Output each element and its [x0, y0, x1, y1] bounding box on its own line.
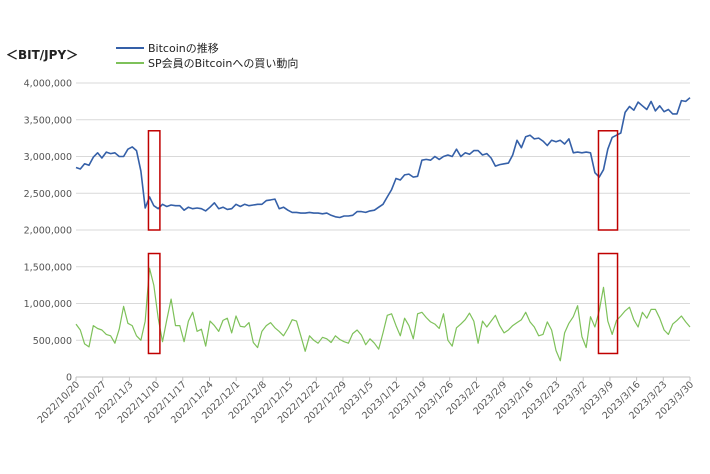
- highlight-box: [597, 130, 619, 231]
- legend-label-bitcoin: Bitcoinの推移: [148, 41, 219, 55]
- series-line-sp-member: [75, 267, 691, 362]
- highlight-box: [147, 130, 161, 231]
- legend-swatch-bitcoin: [116, 46, 144, 49]
- legend: Bitcoinの推移 SP会員のBitcoinへの買い動向: [116, 40, 298, 70]
- y-tick-label: 2,500,000: [24, 189, 72, 200]
- y-axis-ticks: 0 500,000 1,000,000 1,500,000 2,000,000 2,500…: [24, 79, 72, 384]
- unit-label: ＜BIT/JPY＞: [6, 48, 79, 62]
- y-tick-label: 1,500,000: [24, 262, 72, 273]
- series-lines: [75, 97, 691, 362]
- highlight-boxes: [147, 130, 619, 355]
- highlight-box: [597, 252, 619, 355]
- y-tick-label: 3,500,000: [24, 115, 72, 126]
- legend-label-sp-member: SP会員のBitcoinへの買い動向: [148, 56, 299, 70]
- y-tick-label: 1,000,000: [24, 299, 72, 310]
- y-tick-label: 0: [66, 373, 72, 384]
- y-tick-label: 500,000: [33, 336, 72, 347]
- legend-swatch-sp-member: [116, 61, 144, 64]
- legend-item-sp-member: SP会員のBitcoinへの買い動向: [116, 55, 298, 70]
- y-tick-label: 2,000,000: [24, 226, 72, 237]
- x-axis-ticks: 2022/10/202022/10/272022/11/32022/11/102…: [36, 377, 696, 426]
- y-tick-label: 3,000,000: [24, 152, 72, 163]
- series-line-bitcoin: [75, 97, 691, 219]
- legend-item-bitcoin: Bitcoinの推移: [116, 40, 298, 55]
- y-tick-label: 4,000,000: [24, 79, 72, 90]
- grid-lines: [76, 82, 690, 378]
- highlight-box: [147, 252, 161, 355]
